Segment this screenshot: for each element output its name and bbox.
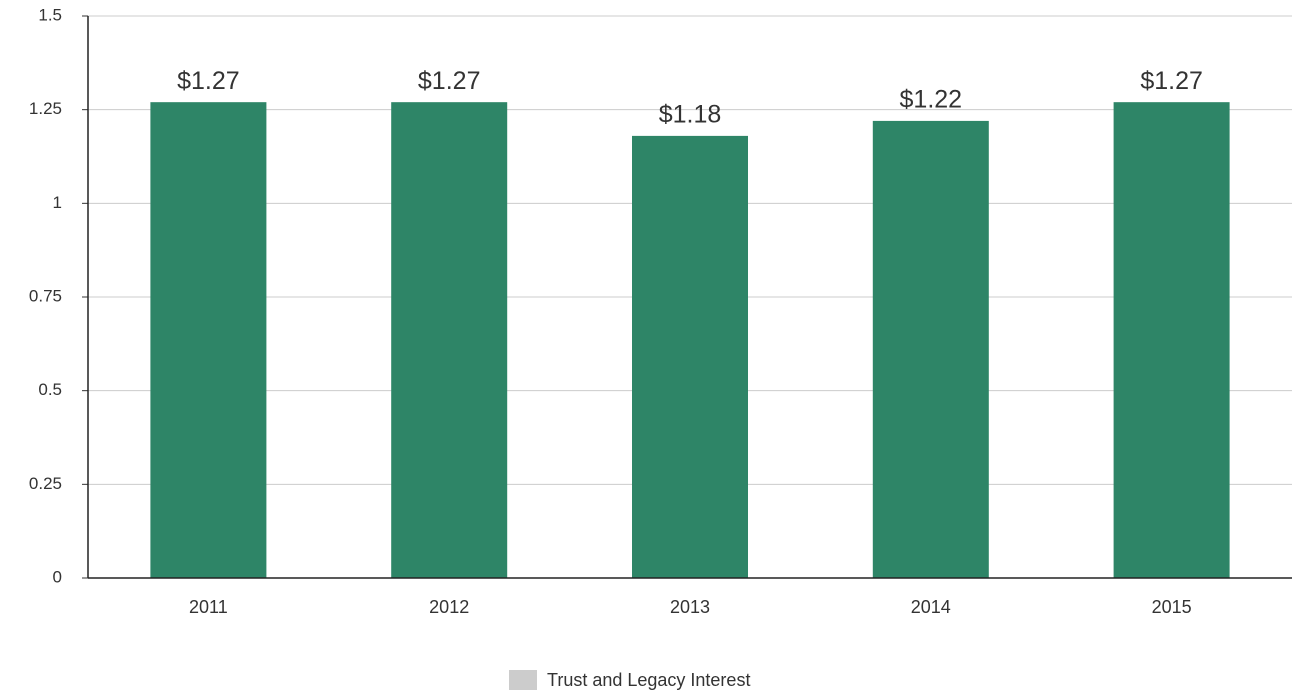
bar — [391, 102, 508, 578]
x-tick-label: 2012 — [429, 597, 469, 617]
value-label: $1.27 — [418, 67, 481, 95]
value-label: $1.22 — [900, 86, 963, 114]
y-tick-label: 0.75 — [29, 286, 62, 305]
x-tick-label: 2014 — [911, 597, 951, 617]
bar — [632, 135, 748, 579]
x-tick-label: 2013 — [670, 597, 710, 617]
bar — [872, 120, 989, 578]
legend-swatch — [509, 670, 537, 690]
y-tick-label: 1.5 — [38, 5, 62, 24]
bar — [150, 102, 267, 578]
x-tick-label: 2015 — [1152, 597, 1192, 617]
value-label: $1.27 — [177, 67, 240, 95]
y-tick-label: 1.25 — [29, 99, 62, 118]
y-tick-label: 0.25 — [29, 474, 62, 493]
y-tick-label: 1 — [53, 193, 62, 212]
x-tick-label: 2011 — [189, 597, 228, 617]
legend-label: Trust and Legacy Interest — [547, 670, 750, 690]
bar — [1113, 102, 1230, 578]
y-tick-label: 0 — [53, 567, 62, 586]
value-label: $1.27 — [1140, 67, 1203, 95]
y-tick-label: 0.5 — [38, 380, 62, 399]
value-label: $1.18 — [659, 101, 722, 129]
